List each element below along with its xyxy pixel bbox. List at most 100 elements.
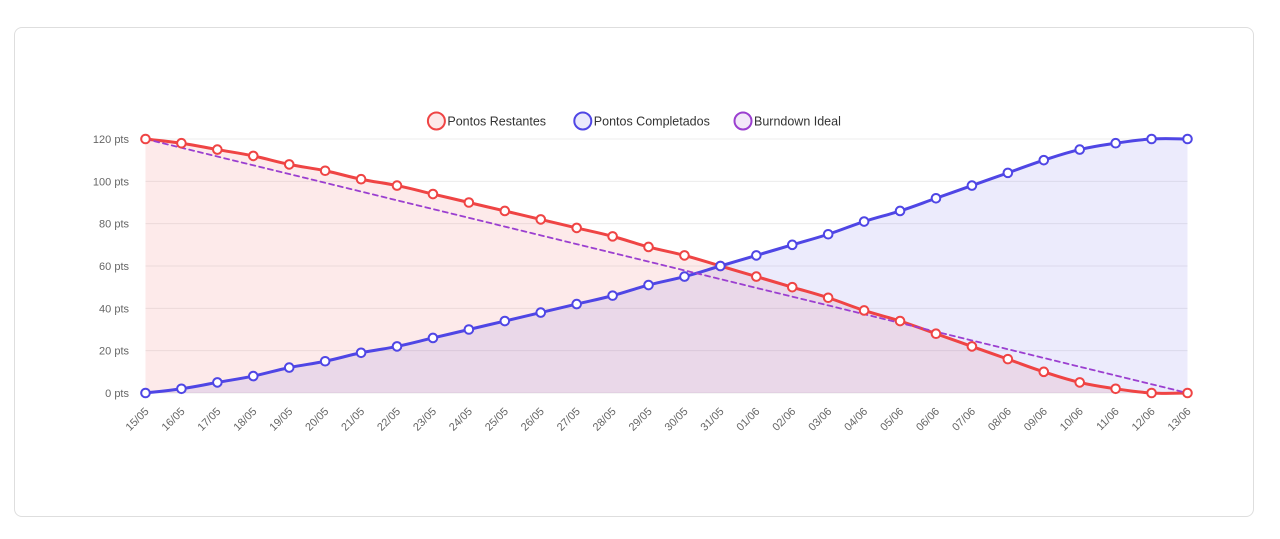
x-tick-label: 01/06 xyxy=(734,406,762,434)
y-tick-label: 20 pts xyxy=(99,346,129,358)
data-point[interactable] xyxy=(391,341,403,352)
legend-label: Pontos Completados xyxy=(594,115,710,129)
data-point[interactable] xyxy=(607,231,618,242)
x-tick-label: 31/05 xyxy=(699,406,727,434)
data-point[interactable] xyxy=(1002,353,1014,365)
data-point[interactable] xyxy=(607,290,618,301)
y-tick-label: 0 pts xyxy=(105,388,129,400)
data-point[interactable] xyxy=(1110,383,1121,395)
data-point[interactable] xyxy=(283,159,295,170)
legend-item-1[interactable]: Pontos Completados xyxy=(573,111,710,131)
data-point[interactable] xyxy=(643,241,654,253)
data-point[interactable] xyxy=(786,281,798,293)
data-point[interactable] xyxy=(499,315,511,327)
data-point[interactable] xyxy=(1146,133,1157,145)
data-point[interactable] xyxy=(894,205,906,217)
data-point[interactable] xyxy=(535,214,547,225)
x-tick-label: 08/06 xyxy=(986,406,1014,434)
x-tick-label: 24/05 xyxy=(447,406,475,434)
data-point[interactable] xyxy=(643,279,654,291)
data-point[interactable] xyxy=(1074,144,1086,155)
x-tick-label: 17/05 xyxy=(196,406,224,434)
data-point[interactable] xyxy=(858,305,870,316)
data-point[interactable] xyxy=(319,355,331,367)
x-tick-label: 29/05 xyxy=(627,406,655,434)
x-tick-label: 16/05 xyxy=(160,406,188,434)
data-point[interactable] xyxy=(1182,387,1193,399)
data-point[interactable] xyxy=(1038,366,1050,378)
data-point[interactable] xyxy=(1110,137,1121,149)
data-point[interactable] xyxy=(140,133,151,145)
data-point[interactable] xyxy=(463,197,475,208)
data-point[interactable] xyxy=(247,150,259,162)
data-point[interactable] xyxy=(1038,154,1050,166)
data-point[interactable] xyxy=(1002,167,1014,179)
chart-card xyxy=(14,27,1254,517)
legend-item-0[interactable]: Pontos Restantes xyxy=(426,111,546,131)
legend-label: Burndown Ideal xyxy=(754,115,841,129)
data-point[interactable] xyxy=(140,387,151,399)
data-point[interactable] xyxy=(930,328,942,340)
x-tick-label: 15/05 xyxy=(124,406,152,434)
x-tick-label: 11/06 xyxy=(1094,406,1121,433)
data-point[interactable] xyxy=(786,239,798,251)
x-tick-label: 02/06 xyxy=(770,406,798,434)
data-point[interactable] xyxy=(858,216,870,227)
x-tick-label: 20/05 xyxy=(303,406,331,434)
data-point[interactable] xyxy=(391,180,403,191)
data-point[interactable] xyxy=(355,347,367,359)
data-point[interactable] xyxy=(176,137,187,149)
data-point[interactable] xyxy=(822,292,834,304)
data-point[interactable] xyxy=(212,144,223,155)
data-point[interactable] xyxy=(966,180,978,191)
x-tick-label: 23/05 xyxy=(411,406,439,434)
legend-swatch xyxy=(733,111,753,131)
data-point[interactable] xyxy=(751,271,762,282)
x-tick-label: 13/06 xyxy=(1166,406,1194,434)
data-point[interactable] xyxy=(930,192,942,204)
x-tick-label: 30/05 xyxy=(663,406,691,434)
data-point[interactable] xyxy=(535,307,547,318)
data-point[interactable] xyxy=(715,260,726,272)
legend-item-2[interactable]: Burndown Ideal xyxy=(733,111,841,131)
data-point[interactable] xyxy=(355,173,367,185)
data-point[interactable] xyxy=(1074,377,1086,388)
data-point[interactable] xyxy=(679,271,690,282)
data-point[interactable] xyxy=(212,377,223,388)
legend-swatch xyxy=(426,111,446,131)
data-point[interactable] xyxy=(571,222,582,234)
y-tick-label: 120 pts xyxy=(93,134,130,146)
data-point[interactable] xyxy=(283,362,295,373)
x-tick-label: 09/06 xyxy=(1022,406,1050,434)
data-point[interactable] xyxy=(751,250,762,261)
x-tick-label: 21/05 xyxy=(339,406,367,434)
y-tick-label: 60 pts xyxy=(99,261,129,273)
data-point[interactable] xyxy=(1146,387,1157,399)
data-point[interactable] xyxy=(319,165,331,177)
data-point[interactable] xyxy=(822,228,834,240)
data-point[interactable] xyxy=(894,315,906,327)
y-tick-label: 80 pts xyxy=(99,219,129,231)
data-point[interactable] xyxy=(679,250,690,261)
y-tick-label: 40 pts xyxy=(99,303,129,315)
x-tick-label: 19/05 xyxy=(267,406,295,434)
data-point[interactable] xyxy=(427,332,439,344)
x-tick-label: 25/05 xyxy=(483,406,511,434)
data-point[interactable] xyxy=(176,383,187,395)
series-points xyxy=(140,133,1193,399)
x-tick-label: 12/06 xyxy=(1130,406,1158,434)
x-tick-label: 06/06 xyxy=(914,406,942,434)
data-point[interactable] xyxy=(1182,133,1193,145)
legend-swatch xyxy=(573,111,593,131)
data-point[interactable] xyxy=(247,370,259,382)
x-tick-label: 27/05 xyxy=(555,406,583,434)
data-point[interactable] xyxy=(427,188,439,200)
data-point[interactable] xyxy=(966,341,978,352)
legend[interactable]: Pontos Restantes Pontos Completados Burndo… xyxy=(426,111,841,131)
x-tick-label: 07/06 xyxy=(950,406,978,434)
data-point[interactable] xyxy=(499,205,511,217)
data-point[interactable] xyxy=(571,298,582,310)
y-axis: 0 pts 20 pts 40 pts 60 pts 80 pts 100 pts 120 … xyxy=(93,134,130,400)
data-point[interactable] xyxy=(463,324,475,335)
